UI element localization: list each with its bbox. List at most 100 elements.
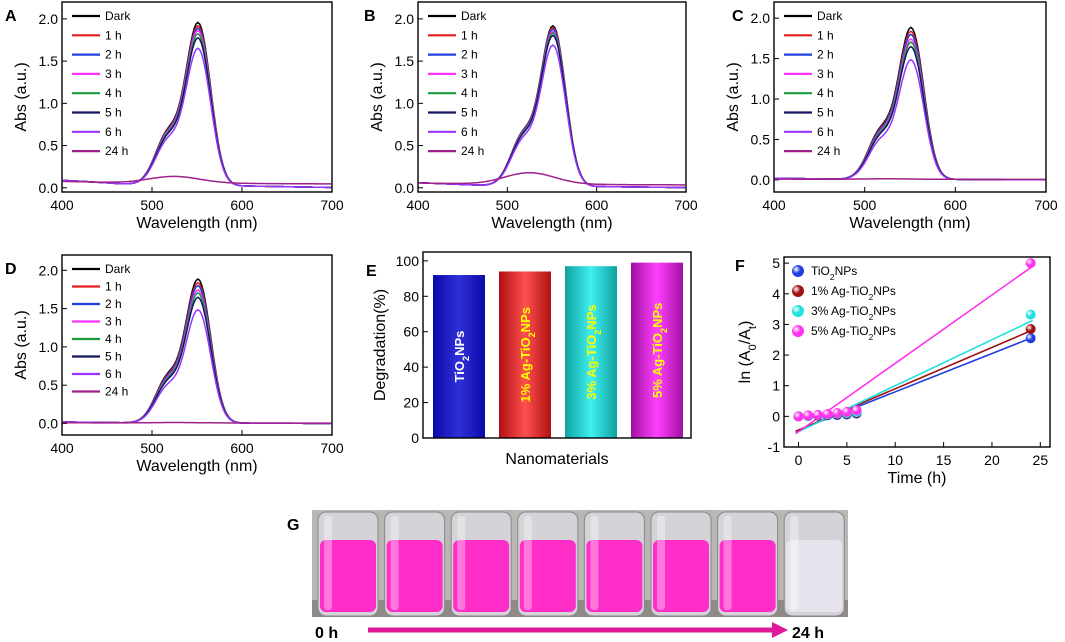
plot-frame (773, 1, 1047, 193)
legend-label-part: NPs (835, 264, 858, 278)
x-tick-label: 20 (984, 452, 1000, 468)
bar-label: TiO2NPs (452, 331, 471, 383)
bar-2 (499, 271, 551, 438)
x-tick-label: 400 (406, 197, 430, 213)
legend-label: 2 h (105, 297, 122, 311)
y-tick-label: 3 (772, 316, 780, 332)
series-line-5-h (62, 36, 332, 189)
x-tick-label: 400 (50, 197, 74, 213)
legend-marker (792, 305, 804, 317)
legend-label: Dark (461, 9, 487, 23)
y-tick-label: 1.5 (395, 53, 415, 69)
series-line-24-h (62, 175, 332, 185)
series-line-6-h (418, 44, 686, 189)
data-point (832, 407, 843, 418)
legend-label-part: TiO (811, 264, 830, 278)
panel-letter: D (5, 261, 17, 278)
bar-label-part: TiO (452, 361, 467, 382)
series-line-2-h (418, 28, 686, 189)
x-axis-label: Wavelength (nm) (491, 215, 612, 232)
legend-marker (792, 285, 804, 297)
bar-label-part: 3% Ag-TiO (584, 335, 599, 400)
vial-highlight (390, 516, 399, 610)
bar-label-part: 2 (461, 356, 471, 361)
y-tick-label: 1 (772, 378, 780, 394)
plot-frame (417, 1, 687, 193)
end-label: 24 h (792, 625, 824, 642)
bar-label: 3% Ag-TiO2NPs (584, 304, 603, 399)
data-point (1025, 309, 1036, 320)
legend-label: 2 h (461, 48, 478, 62)
y-tick-label: 0.0 (395, 180, 415, 196)
y-tick-label: 0.0 (751, 172, 771, 188)
vial-highlight (657, 516, 665, 610)
series-line-24-h (418, 171, 686, 186)
legend-label: 1 h (105, 280, 122, 294)
legend-label: Dark (817, 9, 843, 23)
vial-highlight (523, 516, 532, 610)
y-tick-label: 1.5 (751, 51, 771, 67)
legend-label: 3 h (105, 315, 122, 329)
vial-solution (786, 540, 843, 612)
series-line-1-h (62, 24, 332, 189)
bar-label-part: NPs (518, 307, 533, 332)
data-point (1025, 258, 1036, 269)
bar-label-part: NPs (584, 304, 599, 329)
start-label: 0 h (315, 625, 338, 642)
bar-1 (433, 275, 485, 438)
x-tick-label: 700 (674, 197, 698, 213)
panel-letter: C (732, 8, 744, 25)
x-tick-label: 600 (944, 197, 968, 213)
x-tick-label: 25 (1033, 452, 1049, 468)
legend-label: 5 h (817, 106, 834, 120)
y-axis-label-part: /A (737, 329, 754, 344)
legend-label: 1% Ag-TiO2NPs (811, 284, 896, 302)
plot-frame (422, 251, 692, 439)
y-tick-label: 20 (403, 395, 419, 411)
y-tick-label: 1.0 (39, 95, 59, 111)
data-point (1025, 324, 1036, 335)
legend-label: 24 h (105, 144, 128, 158)
y-axis-label-part: 0 (747, 344, 759, 350)
bar-label-part: 5% Ag-TiO (650, 333, 665, 398)
legend-label-part: NPs (873, 324, 896, 338)
legend-label: 5 h (461, 106, 478, 120)
legend-label: 6 h (105, 367, 122, 381)
x-tick-label: 500 (140, 440, 164, 456)
y-tick-label: 0 (772, 408, 780, 424)
x-axis-label: Wavelength (nm) (136, 458, 257, 475)
y-axis-label: Degradation(%) (372, 289, 389, 401)
y-tick-label: 1.0 (751, 91, 771, 107)
legend-label: 5% Ag-TiO2NPs (811, 324, 896, 342)
x-axis-label: Time (h) (888, 470, 947, 487)
y-axis-label-part: ) (737, 321, 754, 326)
x-tick-label: 15 (936, 452, 952, 468)
y-axis-label: Abs (a.u.) (13, 310, 30, 379)
series-line-2-h (774, 33, 1046, 181)
series-line-5-h (418, 34, 686, 189)
y-tick-label: 0.5 (39, 138, 59, 154)
y-tick-label: 5 (772, 255, 780, 271)
data-point (803, 410, 814, 421)
legend-label-part: 5% Ag-TiO (811, 324, 869, 338)
legend-label: 3 h (105, 67, 122, 81)
vial-solution (719, 540, 776, 612)
panel-letter: F (735, 258, 745, 275)
y-tick-label: 80 (403, 288, 419, 304)
plot-frame (61, 1, 333, 193)
series-line-5-h (62, 296, 332, 425)
series-line-3-h (62, 29, 332, 189)
panel-letter: E (366, 263, 377, 280)
data-point (851, 405, 862, 416)
y-axis-label: Abs (a.u.) (725, 62, 742, 131)
legend-label: 2 h (817, 48, 834, 62)
legend-label-part: 2 (830, 272, 835, 282)
series-line-Dark (774, 26, 1046, 181)
y-tick-label: 0 (411, 430, 419, 446)
panel-g-photo: G 0 h 24 h (287, 510, 848, 642)
y-tick-label: 0.5 (39, 377, 59, 393)
panel-letter: A (5, 8, 17, 25)
x-tick-label: 700 (1034, 197, 1058, 213)
